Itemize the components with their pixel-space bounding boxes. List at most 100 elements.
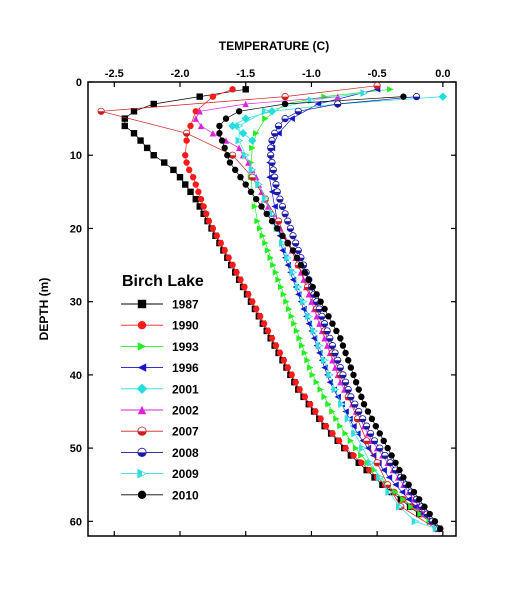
data-point-2010 [347,364,355,371]
series-1996 [266,86,443,532]
data-point-1987 [196,203,203,210]
series-2010 [216,93,444,532]
data-point-2002 [196,108,203,115]
data-point-2009-fill [268,210,272,218]
data-point-2010 [281,100,289,108]
data-point-2008 [366,429,375,438]
series-line-1993 [250,88,440,529]
data-point-2008-fill [321,323,328,327]
data-point-2010 [380,437,387,445]
data-point-1990 [312,408,319,415]
data-point-2008 [286,224,294,233]
data-point-2008-fill [268,162,276,166]
legend-item-2010: 2010 [121,488,199,502]
data-point-2002 [329,357,336,364]
series-2002 [192,93,441,532]
data-point-1993 [299,342,306,349]
data-point-1990 [268,335,276,342]
data-point-2007-fill [354,418,361,423]
data-point-1993 [371,466,378,474]
data-point-1996 [398,488,406,496]
data-point-2008 [376,444,384,452]
data-point-1990 [195,188,202,196]
data-point-2010 [274,225,281,232]
data-point-1990 [292,379,299,386]
data-point-2008 [273,188,281,196]
data-point-1990 [296,386,303,393]
data-point-1996 [268,188,276,196]
data-point-1993 [333,415,340,423]
data-point-1993 [291,320,298,327]
data-point-2010 [416,496,423,503]
data-point-1987 [182,181,189,188]
data-point-2009 [242,151,250,160]
data-point-2009-fill [338,400,342,408]
data-point-2009 [284,253,292,262]
data-point-2009 [385,488,394,496]
data-point-2010 [368,415,376,423]
data-point-2002 [235,144,243,152]
data-point-1990 [229,261,236,269]
data-point-1990 [288,371,295,379]
data-point-2009 [344,414,353,423]
data-point-1990 [189,173,197,181]
data-point-2008-fill [376,448,383,452]
data-point-2009 [248,166,257,174]
data-point-2008-fill [326,338,334,342]
data-point-2009 [307,96,316,105]
legend-marker-2009 [137,468,148,479]
legend-item-1990: 1990 [121,319,199,333]
legend: 1987 1990 1993 1996 2001 2002 2007 2008 2009 2010 [121,298,199,502]
data-point-2002 [324,342,331,349]
data-point-1996 [266,173,273,181]
data-point-2007-fill [373,462,381,466]
data-point-2010 [297,261,305,269]
data-point-1987 [242,86,249,93]
data-point-2009 [235,136,244,145]
data-point-2009-fill [310,327,315,335]
data-point-2010 [358,393,365,401]
data-point-1993 [337,422,344,430]
data-point-2001 [248,136,257,145]
data-point-1987 [187,188,194,196]
data-point-1993 [400,496,407,503]
data-point-2008 [276,195,284,203]
data-point-1993 [249,144,256,152]
data-point-2008-fill [347,396,355,401]
data-point-1993 [321,393,328,401]
data-point-2009 [315,341,324,350]
data-point-2009-fill [321,357,325,364]
data-point-2008-fill [284,221,291,225]
data-point-2008 [336,363,344,372]
legend-item-2008: 2008 [121,446,199,460]
data-point-1990 [322,422,330,430]
data-point-2010 [372,422,380,430]
data-point-2010 [350,371,357,379]
data-point-2008 [269,166,277,174]
data-point-2008 [268,136,276,145]
data-point-2010 [392,459,399,466]
data-point-1990 [280,357,288,364]
data-point-2008-fill [334,360,341,364]
data-point-2002 [316,320,323,327]
data-point-1993 [313,379,320,386]
data-point-1990 [192,181,199,188]
legend-marker-1987 [137,299,147,309]
data-point-2008 [412,93,421,101]
data-point-1996 [314,100,322,108]
series-2008 [267,93,443,533]
data-point-2010 [329,320,336,327]
data-point-2007-fill [363,440,370,445]
data-point-2008 [315,305,323,313]
data-point-2008-fill [334,103,341,108]
data-point-2008-fill [413,96,420,100]
data-point-1993 [267,254,274,261]
data-point-1996 [284,261,291,269]
data-point-1990 [217,239,224,247]
data-point-1993 [288,313,295,320]
data-point-2010 [421,503,428,510]
data-point-2008-fill [363,426,370,430]
legend-marker-1996 [137,363,147,372]
data-point-2009 [310,327,319,335]
data-point-2008-fill [272,184,280,188]
